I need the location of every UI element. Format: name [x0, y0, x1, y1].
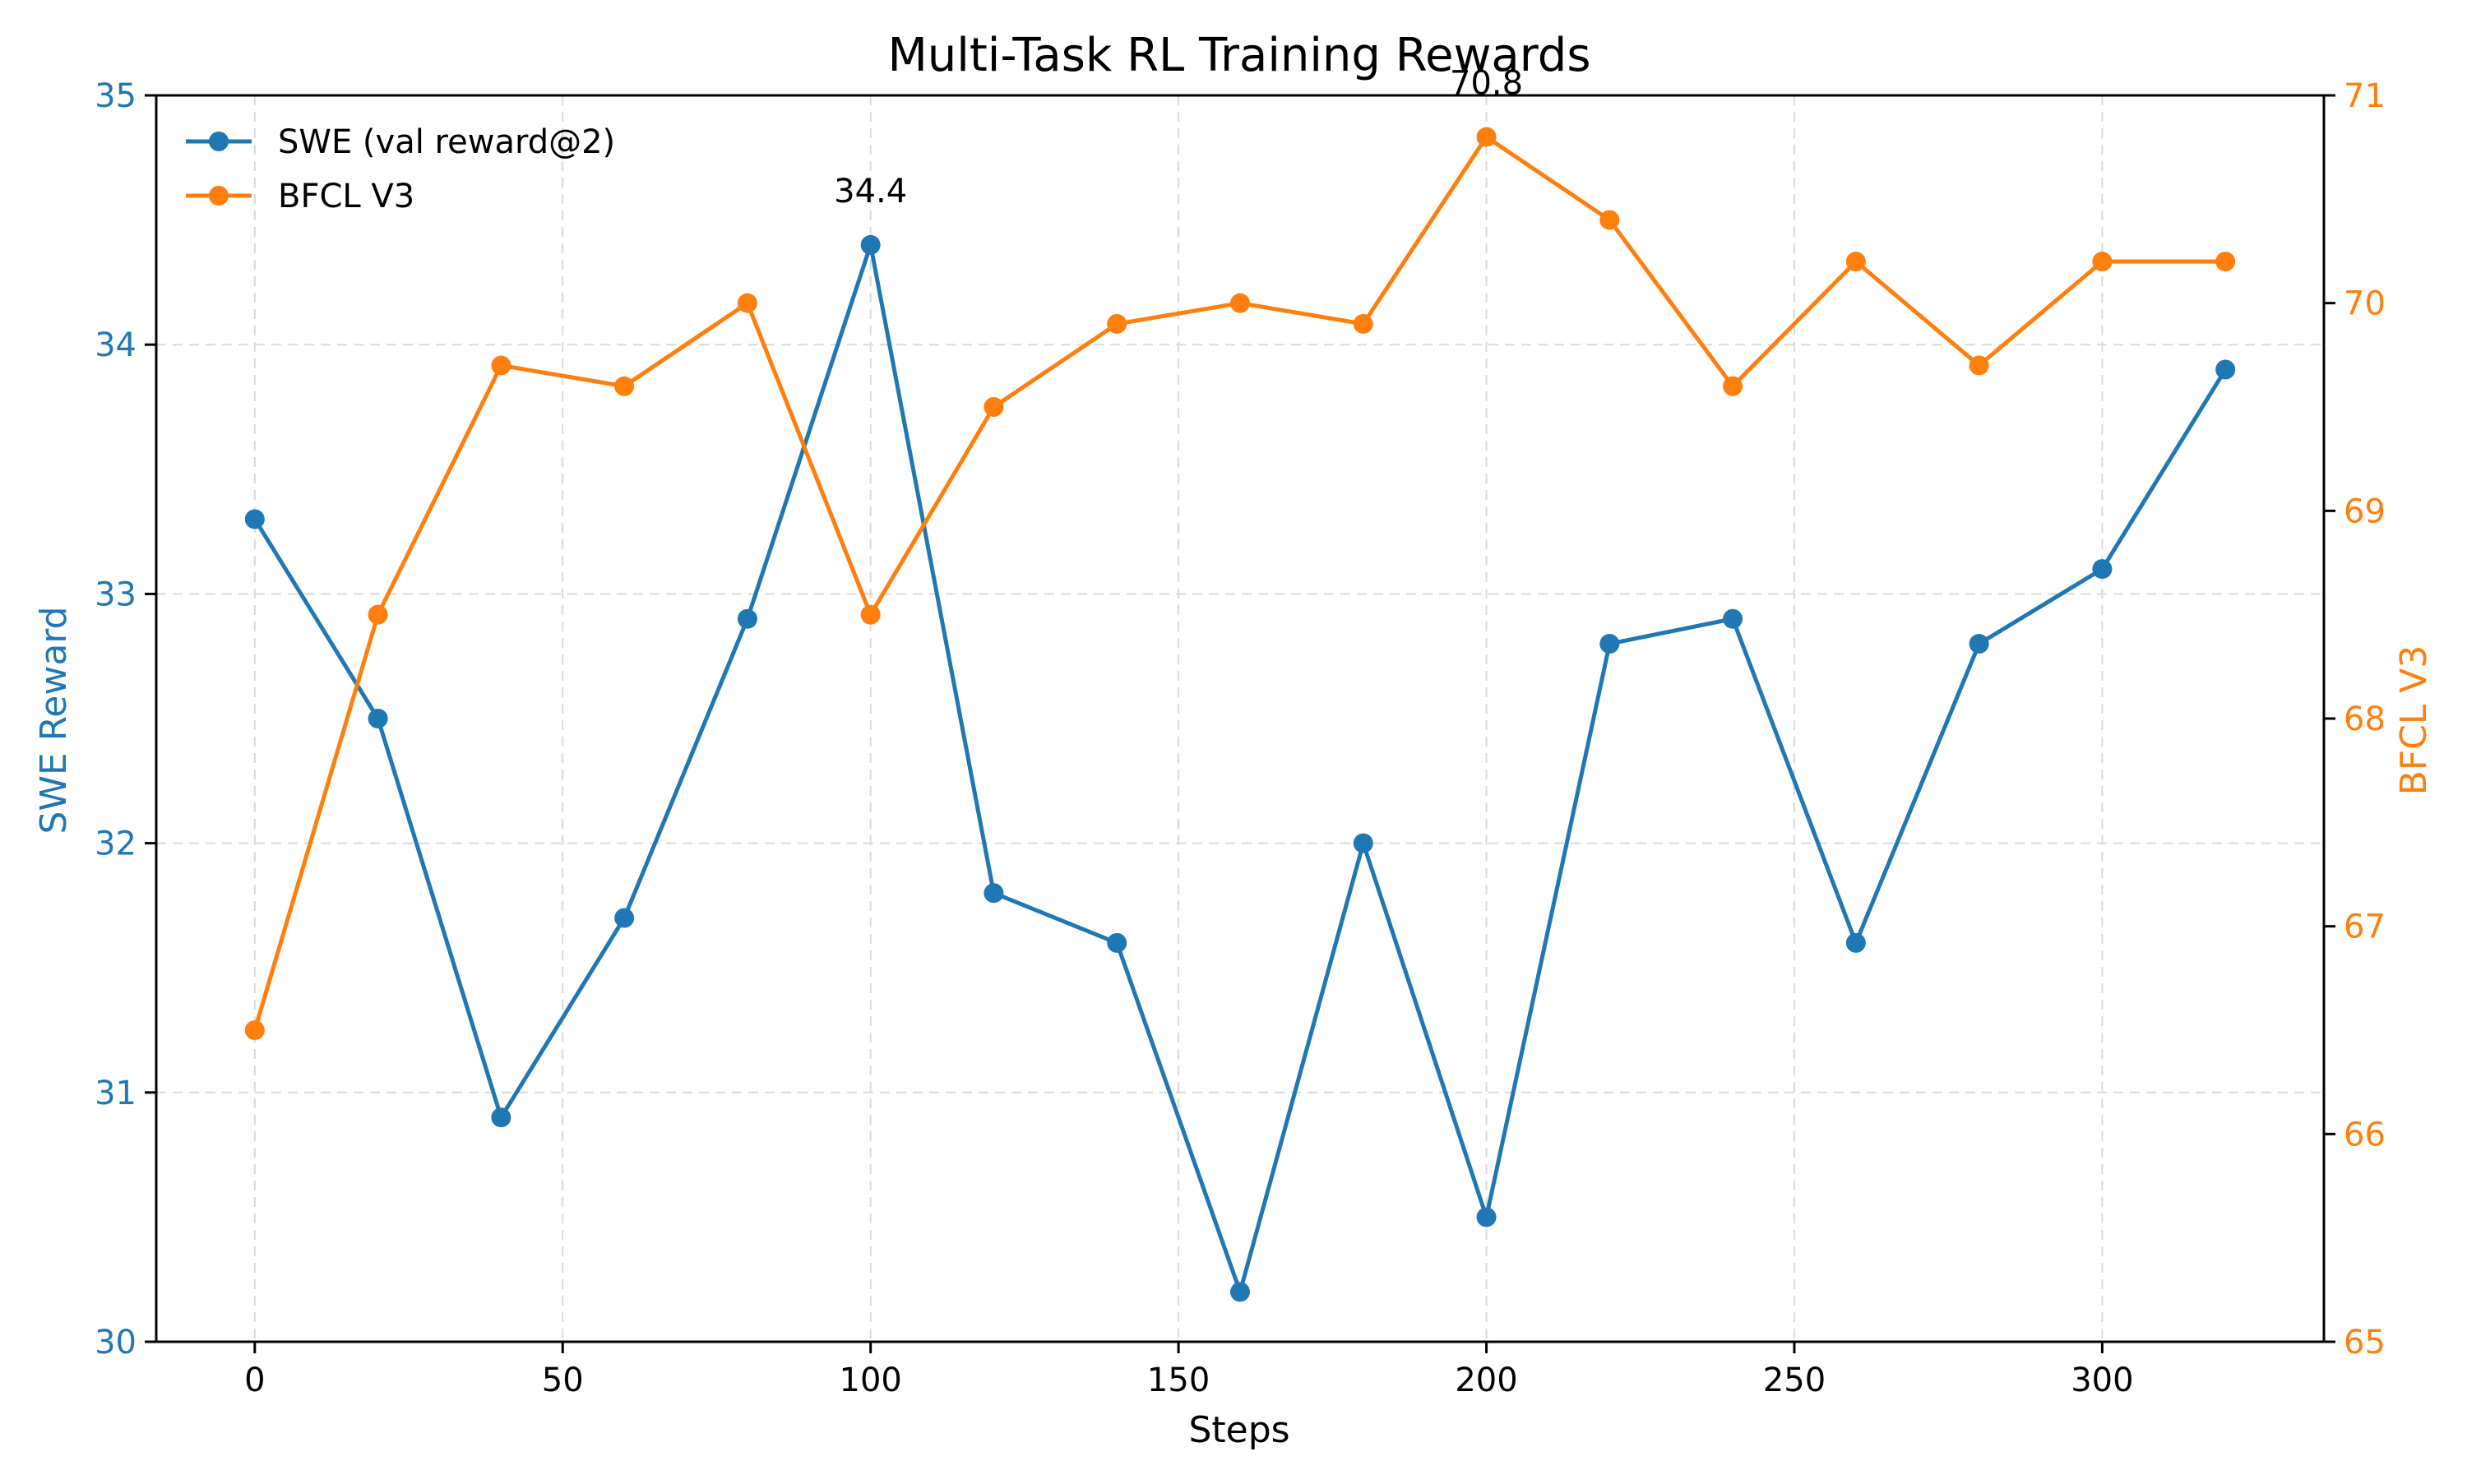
legend-marker-swe: [209, 132, 229, 151]
data-point-bfcl: [491, 355, 511, 376]
y-right-tick-label: 70: [2344, 285, 2386, 323]
y-right-tick-label: 67: [2344, 908, 2386, 946]
data-point-swe: [1969, 634, 1989, 654]
data-point-bfcl: [1353, 313, 1373, 334]
data-point-swe: [1723, 608, 1743, 629]
legend-label-swe: SWE (val reward@2): [278, 123, 615, 161]
data-point-swe: [491, 1107, 511, 1128]
y-left-tick-label: 33: [95, 576, 137, 613]
data-point-bfcl: [1107, 313, 1127, 334]
data-label: 34.4: [834, 173, 907, 210]
data-point-swe: [1845, 932, 1866, 953]
data-point-swe: [1476, 1207, 1497, 1227]
data-point-bfcl: [368, 604, 388, 625]
y-left-tick-label: 32: [95, 825, 137, 863]
legend-label-bfcl: BFCL V3: [278, 178, 414, 215]
data-point-bfcl: [984, 397, 1004, 417]
annotations: 34.4 70.8: [834, 65, 1523, 210]
y-right-tick-label: 68: [2344, 700, 2386, 738]
data-point-bfcl: [2215, 252, 2236, 272]
data-point-bfcl: [1599, 210, 1620, 230]
x-tick-label: 100: [840, 1361, 902, 1399]
y-right-tick-label: 69: [2344, 492, 2386, 530]
x-tick-label: 250: [1763, 1361, 1826, 1399]
data-point-swe: [614, 908, 635, 928]
x-axis-label: Steps: [1188, 1409, 1289, 1451]
legend-marker-bfcl: [209, 186, 229, 206]
x-tick-label: 200: [1455, 1361, 1517, 1399]
data-point-swe: [1230, 1282, 1250, 1302]
data-point-bfcl: [1230, 293, 1250, 313]
data-point-bfcl: [1845, 252, 1866, 272]
data-point-bfcl: [2092, 252, 2113, 272]
y-left-tick-label: 34: [95, 326, 137, 364]
x-tick-label: 50: [542, 1361, 584, 1399]
y-left-tick-label: 35: [95, 77, 137, 115]
data-point-swe: [2215, 359, 2236, 380]
data-point-swe: [368, 709, 388, 728]
grid: [156, 95, 2324, 1343]
axes: 0 50 100 150 200 250 300 30 31 32 33 34 35 65 66 67 68 69…: [95, 77, 2386, 1399]
y-axis-left-label: SWE Reward: [33, 606, 75, 834]
data-point-bfcl: [860, 604, 881, 625]
chart-title: Multi-Task RL Training Rewards: [887, 29, 1590, 82]
data-point-swe: [1599, 634, 1620, 654]
data-point-swe: [1353, 833, 1373, 853]
legend: SWE (val reward@2) BFCL V3: [186, 123, 615, 215]
plot-frame: [155, 94, 2326, 1343]
series-line-bfcl: [252, 135, 2226, 1031]
data-point-swe: [2092, 559, 2113, 580]
y-axis-right-label: BFCL V3: [2393, 645, 2435, 796]
data-point-swe: [1107, 932, 1127, 953]
x-tick-label: 300: [2071, 1361, 2133, 1399]
y-right-tick-label: 66: [2344, 1116, 2386, 1153]
data-point-swe: [984, 883, 1004, 904]
data-point-bfcl: [1723, 376, 1743, 396]
x-tick-label: 0: [244, 1361, 265, 1399]
series-line-swe: [252, 243, 2228, 1294]
y-left-tick-label: 30: [95, 1324, 137, 1361]
y-right-tick-label: 71: [2344, 77, 2386, 115]
y-right-tick-label: 65: [2344, 1324, 2386, 1361]
data-point-swe: [244, 509, 265, 529]
data-point-bfcl: [737, 293, 757, 313]
y-left-tick-label: 31: [95, 1075, 137, 1112]
data-label: 70.8: [1450, 65, 1523, 103]
data-point-bfcl: [1476, 127, 1497, 147]
data-point-bfcl: [244, 1020, 265, 1040]
data-point-bfcl: [1969, 355, 1989, 376]
data-point-swe: [737, 608, 757, 629]
series-layer: [244, 127, 2236, 1302]
data-point-bfcl: [614, 376, 635, 396]
x-tick-label: 150: [1147, 1361, 1210, 1399]
data-point-swe: [860, 234, 881, 255]
